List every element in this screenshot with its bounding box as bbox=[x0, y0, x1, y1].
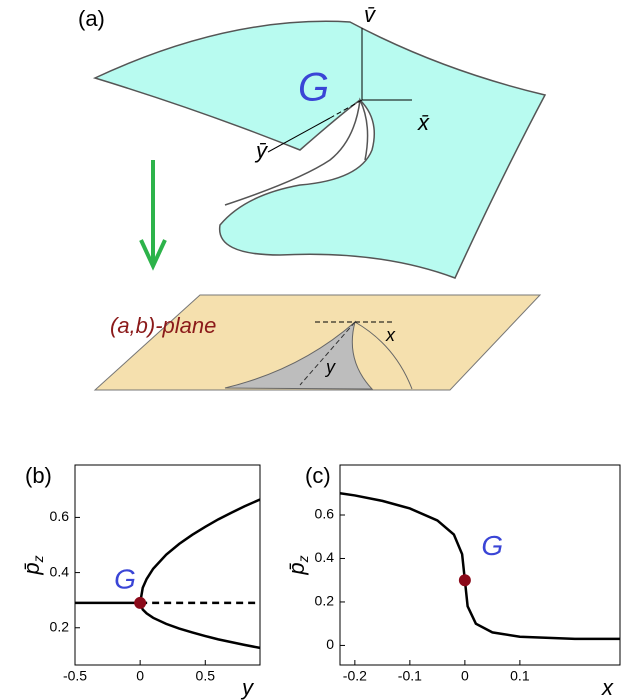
point bbox=[134, 596, 147, 609]
y-axis-subscript: z bbox=[30, 555, 46, 563]
y-tick-label: 0.4 bbox=[315, 549, 335, 565]
x-tick-label: -0.2 bbox=[343, 668, 367, 684]
y-axis-symbol: p̄ bbox=[19, 562, 44, 575]
panel-label: (b) bbox=[25, 463, 52, 488]
cusp-region bbox=[224, 320, 374, 390]
annotation: G bbox=[481, 530, 503, 561]
plane-axis-label: y bbox=[324, 357, 336, 377]
axis-label: ȳ bbox=[254, 138, 269, 163]
y-tick-label: 0 bbox=[326, 636, 334, 652]
y-tick-label: 0.4 bbox=[50, 563, 70, 579]
fold-line bbox=[224, 97, 369, 206]
plot-frame bbox=[339, 464, 621, 666]
chart: -0.2 -0.1 0 0.1 0 0.2 0.4 0.6 G (c) x p̄z bbox=[284, 463, 621, 700]
y-tick-label: 0.2 bbox=[50, 618, 70, 634]
x-tick-label: 0 bbox=[136, 668, 144, 684]
y-axis-symbol: p̄ bbox=[284, 562, 309, 575]
arrow-head bbox=[139, 239, 167, 271]
axis-y bbox=[267, 117, 331, 153]
x-axis-label: y bbox=[240, 675, 255, 700]
x-tick-label: 0 bbox=[461, 668, 469, 684]
axis-y bbox=[329, 99, 363, 119]
axis-label: v̄ bbox=[364, 2, 377, 27]
line bbox=[339, 492, 620, 641]
plane-axis-label: x bbox=[385, 325, 396, 345]
panel-label: (c) bbox=[305, 463, 331, 488]
y-axis-subscript: z bbox=[295, 555, 311, 563]
y-axis-label: p̄z bbox=[284, 555, 311, 575]
y-tick-label: 0.2 bbox=[315, 593, 335, 609]
x-tick-label: 0.1 bbox=[510, 668, 530, 684]
cusp-edge bbox=[354, 321, 413, 390]
panel-label: (a) bbox=[78, 6, 105, 31]
chart: -0.5 0 0.5 0.2 0.4 0.6 G (b) y p̄z bbox=[19, 463, 261, 700]
x-tick-label: -0.1 bbox=[398, 668, 422, 684]
y-axis-label: p̄z bbox=[19, 555, 46, 575]
plane bbox=[93, 294, 542, 391]
y-tick-label: 0.6 bbox=[315, 506, 335, 522]
point bbox=[458, 574, 471, 587]
plot-frame bbox=[74, 464, 261, 666]
annotation: G bbox=[114, 563, 136, 594]
plane-label: (a,b)-plane bbox=[110, 313, 216, 338]
y-tick-label: 0.6 bbox=[50, 508, 70, 524]
x-axis-label: x bbox=[601, 675, 614, 700]
axis-label: x̄ bbox=[417, 110, 430, 135]
line bbox=[138, 498, 261, 604]
surface-label: G bbox=[298, 66, 329, 110]
dashed-line bbox=[299, 321, 356, 386]
x-tick-label: -0.5 bbox=[63, 668, 87, 684]
surface bbox=[92, 20, 547, 279]
panel-a: (a) G v̄ x̄ ȳ (a,b)-plane x y bbox=[78, 2, 547, 391]
line bbox=[138, 602, 261, 650]
x-tick-label: 0.5 bbox=[196, 668, 216, 684]
